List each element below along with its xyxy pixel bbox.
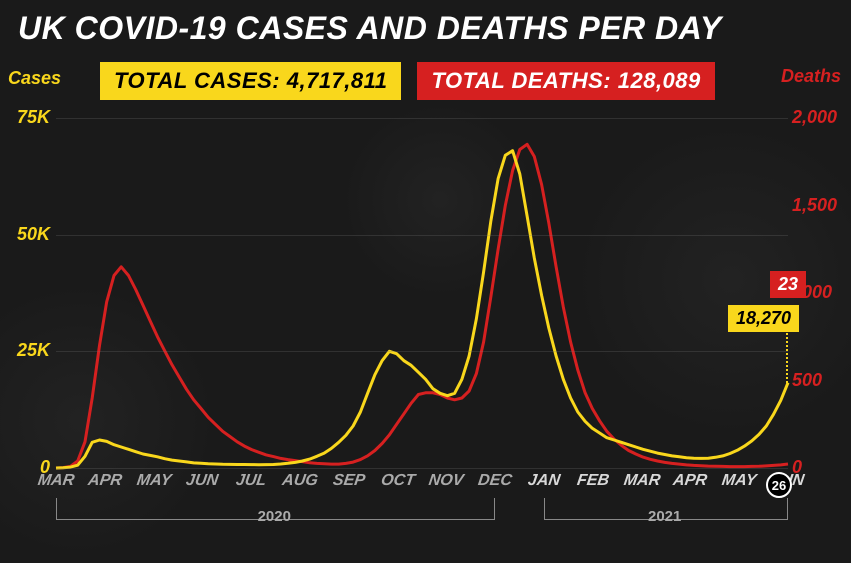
end-day-badge: 26 bbox=[766, 472, 792, 498]
y-tick-deaths: 2,000 bbox=[792, 107, 840, 128]
y-tick-deaths: 500 bbox=[792, 370, 840, 391]
chart-plot-area: 025K50K75K050010001,5002,0002318,270 bbox=[56, 118, 788, 468]
deaths-axis-label: Deaths bbox=[781, 66, 841, 87]
x-tick-month: APR bbox=[87, 472, 123, 490]
x-tick-month: AUG bbox=[281, 472, 319, 490]
x-tick-month: MAR bbox=[37, 472, 76, 490]
year-label: 2020 bbox=[258, 508, 291, 525]
gridline bbox=[56, 235, 788, 236]
gridline bbox=[56, 468, 788, 469]
x-tick-month: APR bbox=[672, 472, 708, 490]
x-tick-month: OCT bbox=[379, 472, 415, 490]
x-tick-month: MAY bbox=[721, 472, 758, 490]
x-tick-month: DEC bbox=[477, 472, 513, 490]
x-tick-month: MAR bbox=[622, 472, 661, 490]
cases-axis-label: Cases bbox=[8, 68, 61, 89]
totals-badges: TOTAL CASES: 4,717,811 TOTAL DEATHS: 128… bbox=[100, 62, 715, 100]
year-label: 2021 bbox=[648, 508, 681, 525]
x-axis: MARAPRMAYJUNJULAUGSEPOCTNOVDECJANFEBMARA… bbox=[56, 472, 788, 542]
x-tick-month: MAY bbox=[135, 472, 172, 490]
x-tick-month: SEP bbox=[332, 472, 367, 490]
y-tick-cases: 75K bbox=[4, 107, 50, 128]
cases-end-value: 18,270 bbox=[728, 305, 799, 332]
x-tick-month: NOV bbox=[428, 472, 465, 490]
x-tick-month: JAN bbox=[527, 472, 562, 490]
cases-line bbox=[56, 151, 788, 468]
chart-lines-svg bbox=[56, 118, 788, 468]
total-deaths-badge: TOTAL DEATHS: 128,089 bbox=[417, 62, 714, 100]
x-tick-month: FEB bbox=[576, 472, 611, 490]
x-tick-month: JUN bbox=[185, 472, 220, 490]
y-tick-deaths: 1,500 bbox=[792, 195, 840, 216]
chart-title: UK COVID-19 CASES AND DEATHS PER DAY bbox=[18, 10, 722, 47]
total-cases-badge: TOTAL CASES: 4,717,811 bbox=[100, 62, 401, 100]
x-tick-month: JUL bbox=[235, 472, 268, 490]
deaths-end-value: 23 bbox=[770, 271, 806, 298]
y-tick-cases: 25K bbox=[4, 340, 50, 361]
gridline bbox=[56, 351, 788, 352]
y-tick-cases: 50K bbox=[4, 224, 50, 245]
gridline bbox=[56, 118, 788, 119]
deaths-line bbox=[56, 144, 788, 468]
